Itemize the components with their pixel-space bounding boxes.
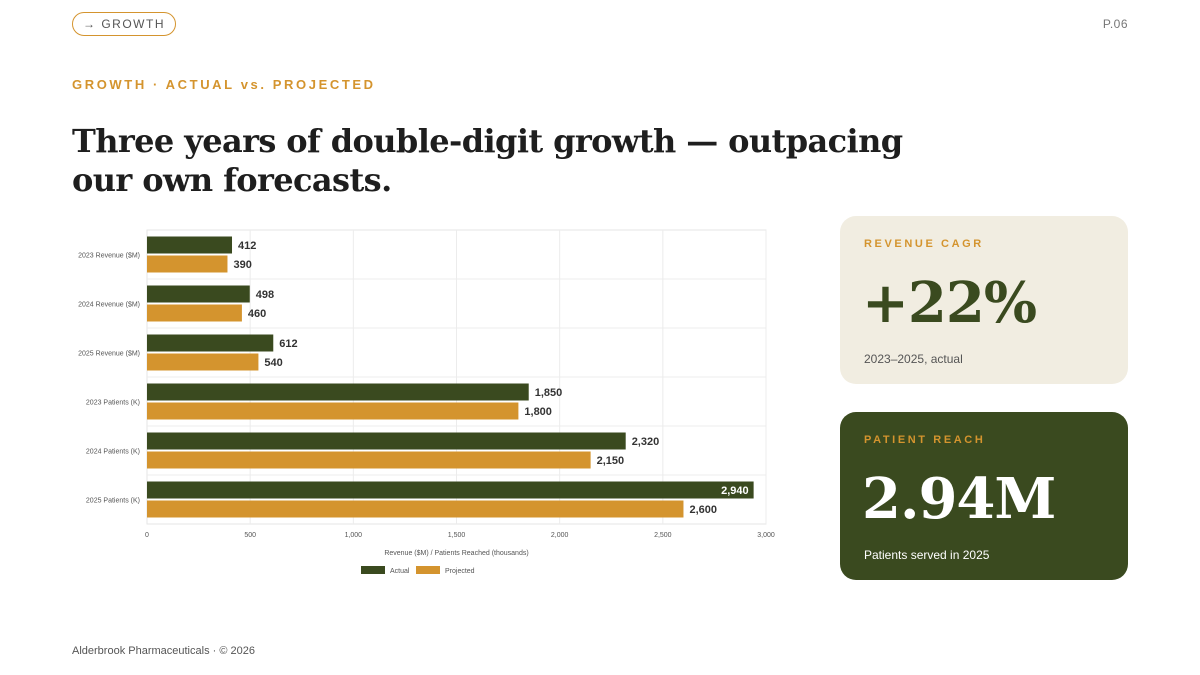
- page-number: P.06: [1102, 17, 1128, 31]
- revenue-cagr-card: REVENUE CAGR +22% 2023–2025, actual: [840, 216, 1128, 384]
- patient-reach-card: PATIENT REACH 2.94M Patients served in 2…: [840, 412, 1128, 580]
- bar-projected: [147, 353, 259, 371]
- bar-actual: [147, 334, 274, 352]
- y-tick-label: 2025 Patients (K): [86, 498, 140, 505]
- bar-actual: [147, 236, 233, 254]
- reach-caption: Patients served in 2025: [864, 548, 990, 562]
- y-tick-label: 2023 Patients (K): [86, 400, 140, 407]
- actual-vs-projected-bar-chart: 2023 Revenue ($M) 412 390 2024 Revenue ($M)…: [78, 229, 775, 575]
- bar-projected: [147, 255, 228, 273]
- data-label-projected: 460: [248, 308, 266, 320]
- data-label-actual: 412: [238, 240, 256, 252]
- reach-value: 2.94M: [862, 466, 1056, 532]
- data-label-projected: 2,150: [597, 455, 625, 467]
- bar-actual: [147, 481, 754, 499]
- legend-swatch-projected: [416, 566, 440, 574]
- data-label-projected: 540: [264, 357, 282, 369]
- x-tick-label: 2,500: [654, 532, 672, 539]
- page-title: Three years of double-digit growth — out…: [72, 122, 903, 199]
- bar-projected: [147, 451, 591, 469]
- data-label-actual: 2,940: [721, 485, 749, 497]
- reach-label: PATIENT REACH: [864, 434, 986, 446]
- bar-actual: [147, 285, 250, 303]
- y-tick-label: 2024 Patients (K): [86, 449, 140, 456]
- bar-projected: [147, 500, 684, 518]
- x-tick-label: 1,000: [345, 532, 363, 539]
- legend-label-projected: Projected: [445, 568, 475, 575]
- x-tick-label: 0: [145, 532, 149, 539]
- x-axis-label: Revenue ($M) / Patients Reached (thousan…: [384, 550, 528, 557]
- section-tag: → GROWTH: [72, 12, 176, 36]
- y-tick-label: 2023 Revenue ($M): [78, 253, 140, 260]
- x-tick-label: 500: [244, 532, 256, 539]
- data-label-actual: 498: [256, 289, 274, 301]
- data-label-projected: 2,600: [689, 504, 717, 516]
- footer-copyright: Alderbrook Pharmaceuticals · © 2026: [72, 645, 255, 657]
- bar-projected: [147, 402, 519, 420]
- y-tick-label: 2025 Revenue ($M): [78, 351, 140, 358]
- legend-label-actual: Actual: [390, 568, 410, 575]
- y-tick-label: 2024 Revenue ($M): [78, 302, 140, 309]
- x-tick-label: 3,000: [757, 532, 775, 539]
- data-label-projected: 390: [233, 259, 251, 271]
- data-label-actual: 2,320: [632, 436, 660, 448]
- data-label-projected: 1,800: [524, 406, 552, 418]
- bar-actual: [147, 432, 626, 450]
- legend-swatch-actual: [361, 566, 385, 574]
- bar-projected: [147, 304, 242, 322]
- cagr-caption: 2023–2025, actual: [864, 352, 963, 366]
- cagr-value: +22%: [862, 270, 1037, 336]
- data-label-actual: 1,850: [535, 387, 563, 399]
- x-tick-label: 2,000: [551, 532, 569, 539]
- bar-actual: [147, 383, 529, 401]
- cagr-label: REVENUE CAGR: [864, 238, 984, 250]
- eyebrow-label: GROWTH · ACTUAL vs. PROJECTED: [72, 77, 376, 92]
- x-tick-label: 1,500: [448, 532, 466, 539]
- data-label-actual: 612: [279, 338, 297, 350]
